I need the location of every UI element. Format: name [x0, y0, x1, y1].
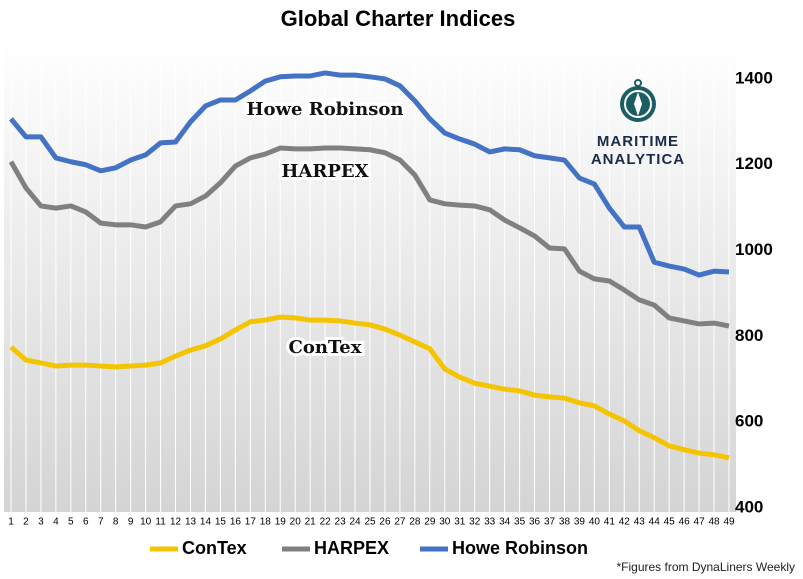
x-tick-label: 46 [679, 517, 691, 528]
x-tick-label: 44 [649, 517, 661, 528]
x-tick-label: 43 [634, 517, 646, 528]
annotation: HARPEX [281, 161, 368, 182]
x-tick-label: 33 [484, 517, 496, 528]
x-tick-label: 1 [8, 517, 14, 528]
x-tick-label: 24 [349, 517, 361, 528]
x-tick-label: 22 [320, 517, 332, 528]
x-tick-label: 17 [245, 517, 257, 528]
y-tick-label: 1200 [735, 154, 773, 173]
x-tick-label: 26 [379, 517, 391, 528]
x-tick-label: 14 [200, 517, 212, 528]
x-tick-label: 7 [98, 517, 104, 528]
logo-compass-ring [624, 90, 652, 118]
x-tick-label: 20 [290, 517, 302, 528]
x-tick-label: 41 [604, 517, 616, 528]
y-tick-label: 1400 [735, 68, 773, 87]
x-tick-label: 28 [409, 517, 421, 528]
x-tick-label: 40 [589, 517, 601, 528]
x-tick-label: 32 [469, 517, 481, 528]
x-tick-label: 39 [574, 517, 586, 528]
x-tick-label: 45 [664, 517, 676, 528]
x-tick-label: 49 [723, 517, 735, 528]
y-tick-label: 800 [735, 326, 763, 345]
x-tick-label: 47 [694, 517, 706, 528]
footnote: *Figures from DynaLiners Weekly [616, 560, 795, 574]
x-tick-label: 13 [185, 517, 197, 528]
y-tick-label: 400 [735, 497, 763, 516]
x-tick-label: 11 [155, 517, 166, 528]
chart-title: Global Charter Indices [281, 6, 516, 31]
x-tick-label: 2 [23, 517, 29, 528]
x-tick-label: 34 [499, 517, 511, 528]
x-tick-label: 12 [170, 517, 182, 528]
x-tick-label: 18 [260, 517, 272, 528]
x-tick-label: 9 [128, 517, 134, 528]
logo-ring [634, 79, 642, 87]
x-tick-label: 30 [439, 517, 451, 528]
x-tick-label: 38 [559, 517, 571, 528]
x-tick-label: 3 [38, 517, 44, 528]
x-tick-label: 15 [215, 517, 227, 528]
x-tick-label: 27 [394, 517, 406, 528]
x-tick-label: 37 [544, 517, 556, 528]
x-tick-label: 19 [275, 517, 287, 528]
x-tick-label: 16 [230, 517, 242, 528]
y-tick-label: 600 [735, 412, 763, 431]
line-series [9, 70, 730, 278]
logo-needle [634, 92, 642, 116]
x-tick-label: 4 [53, 517, 59, 528]
x-tick-label: 8 [113, 517, 119, 528]
x-tick-label: 29 [424, 517, 436, 528]
x-tick-label: 31 [454, 517, 466, 528]
y-tick-label: 1000 [735, 240, 773, 259]
legend-label: HARPEX [314, 538, 389, 558]
logo-text: ANALYTICA [591, 151, 685, 168]
x-tick-label: 5 [68, 517, 74, 528]
x-tick-label: 42 [619, 517, 631, 528]
legend-label: ConTex [182, 538, 247, 558]
x-tick-label: 23 [335, 517, 347, 528]
x-tick-label: 36 [529, 517, 541, 528]
x-tick-label: 35 [514, 517, 526, 528]
x-tick-label: 21 [305, 517, 317, 528]
x-tick-label: 10 [140, 517, 152, 528]
line-series [8, 145, 730, 329]
logo-text: MARITIME [597, 133, 679, 150]
legend-label: Howe Robinson [452, 538, 588, 558]
logo: MARITIME ANALYTICA [591, 79, 685, 168]
annotation: ConTex [289, 337, 362, 358]
x-tick-label: 48 [708, 517, 720, 528]
annotation: Howe Robinson [247, 99, 404, 120]
x-tick-label: 6 [83, 517, 89, 528]
x-tick-label: 25 [364, 517, 376, 528]
line-series [9, 314, 730, 461]
